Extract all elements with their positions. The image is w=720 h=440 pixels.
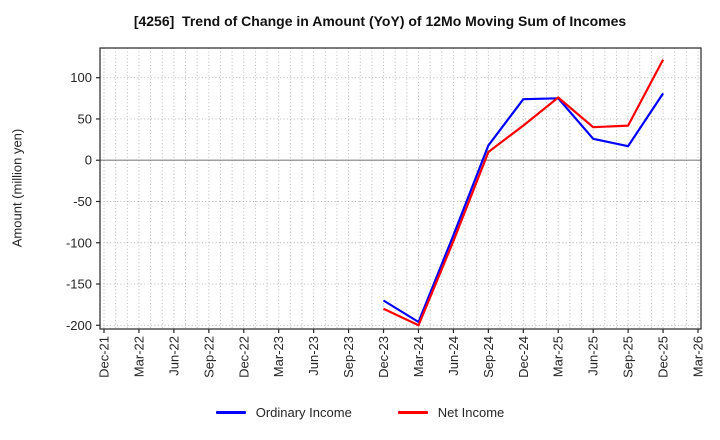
x-tick-label: Mar-23 bbox=[271, 336, 286, 377]
chart-title: [4256] Trend of Change in Amount (YoY) o… bbox=[133, 13, 627, 29]
legend-item-net-income: Net Income bbox=[397, 405, 505, 420]
x-tick-label: Jun-23 bbox=[306, 336, 321, 376]
y-tick-label: -200 bbox=[66, 318, 92, 333]
x-tick-label: Sep-24 bbox=[481, 336, 496, 378]
x-tick-label: Dec-25 bbox=[656, 336, 671, 378]
net-income-line-swatch bbox=[397, 411, 428, 414]
y-tick-label: 0 bbox=[85, 153, 92, 168]
ordinary-income-line-swatch bbox=[215, 411, 246, 414]
y-tick-label: 100 bbox=[70, 70, 92, 85]
x-tick-label: Dec-21 bbox=[97, 336, 112, 378]
y-tick-label: -100 bbox=[66, 235, 92, 250]
legend-item-ordinary-income: Ordinary Income bbox=[215, 405, 352, 420]
x-tick-label: Mar-26 bbox=[691, 336, 706, 377]
net-income-line bbox=[383, 59, 665, 327]
legend-label: Net Income bbox=[437, 405, 505, 420]
x-tick-label: Mar-22 bbox=[131, 336, 146, 377]
y-tick-label: 50 bbox=[78, 111, 92, 126]
y-tick-label: -50 bbox=[73, 194, 92, 209]
x-tick-label: Dec-24 bbox=[516, 336, 531, 378]
x-tick-label: Sep-25 bbox=[621, 336, 636, 378]
x-tick-label: Dec-22 bbox=[236, 336, 251, 378]
x-tick-label: Jun-25 bbox=[586, 336, 601, 376]
ordinary-income-line bbox=[382, 92, 665, 324]
plot-frame bbox=[99, 47, 702, 330]
x-tick-label: Mar-24 bbox=[411, 336, 426, 377]
x-tick-label: Sep-22 bbox=[201, 336, 216, 378]
legend: Ordinary Income Net Income bbox=[0, 405, 720, 420]
y-tick-label: -150 bbox=[66, 277, 92, 292]
legend-label: Ordinary Income bbox=[255, 405, 352, 420]
x-tick-label: Dec-23 bbox=[376, 336, 391, 378]
x-tick-label: Mar-25 bbox=[551, 336, 566, 377]
x-tick-label: Jun-24 bbox=[446, 336, 461, 376]
x-tick-label: Sep-23 bbox=[341, 336, 356, 378]
x-tick-label: Jun-22 bbox=[166, 336, 181, 376]
